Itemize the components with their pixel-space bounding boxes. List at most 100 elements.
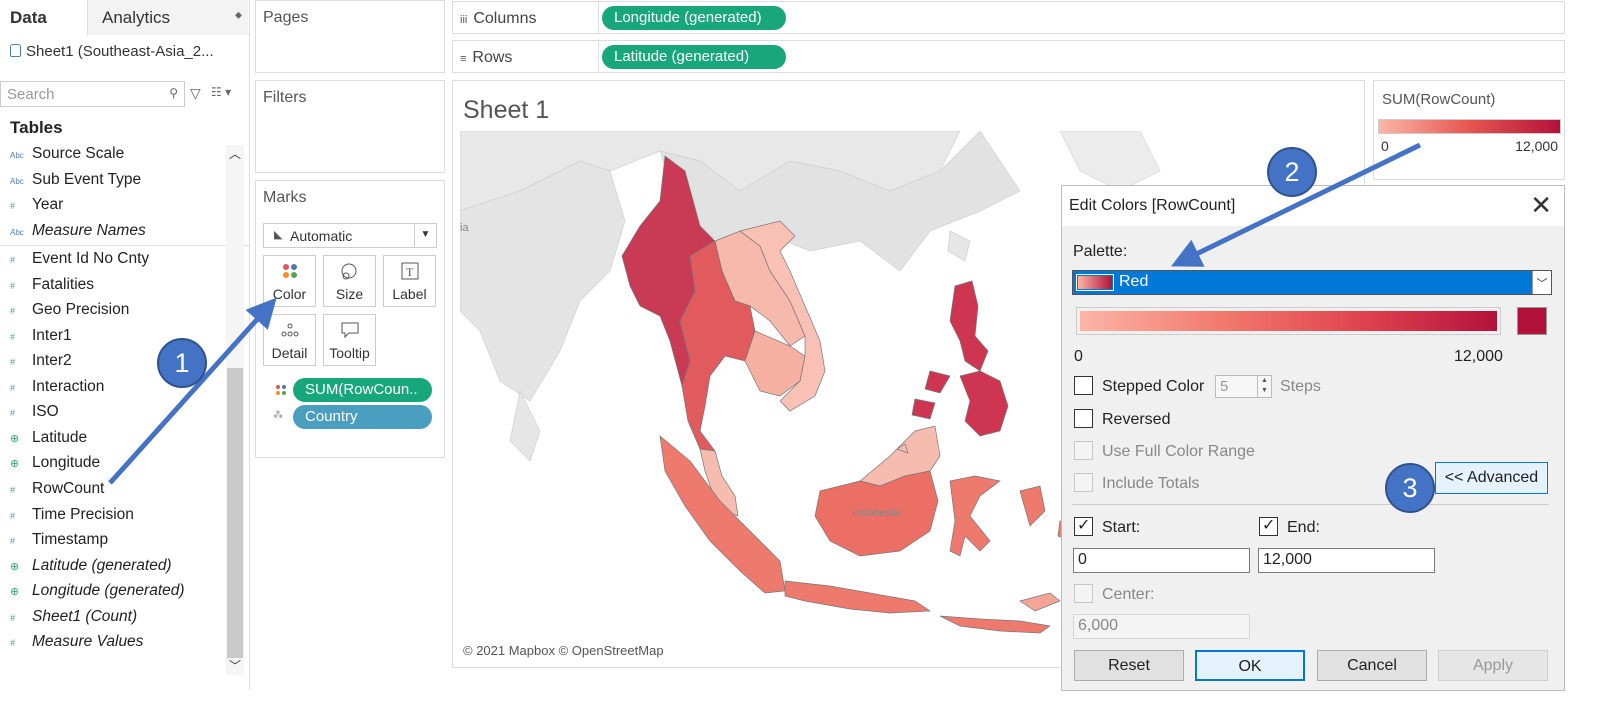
include-totals-checkbox[interactable] — [1074, 473, 1093, 492]
globe-icon: ⊕ — [10, 433, 20, 445]
color-legend[interactable]: SUM(RowCount) 0 12,000 — [1373, 80, 1565, 180]
scrollbar[interactable]: ︿ ﹀ — [226, 145, 244, 675]
stepped-color-label: Stepped Color — [1102, 378, 1205, 395]
detail-pill[interactable]: Country — [293, 405, 432, 429]
full-range-checkbox[interactable] — [1074, 441, 1093, 460]
scrollbar-thumb[interactable] — [227, 368, 243, 658]
grip-icon: ⬥ — [235, 10, 242, 21]
columns-shelf[interactable]: iii Columns Longitude (generated) — [452, 1, 1565, 34]
ok-button[interactable]: OK — [1195, 650, 1305, 681]
color-icon — [275, 384, 287, 399]
size-icon — [324, 262, 375, 286]
mark-type-select[interactable]: ◣ Automatic ▼ — [263, 223, 437, 248]
field-item[interactable]: # Year — [10, 196, 63, 220]
scroll-down-icon[interactable]: ﹀ — [229, 659, 242, 673]
country-cambodia — [744, 330, 806, 397]
field-item[interactable]: # Event Id No Cnty — [10, 250, 149, 274]
field-item[interactable]: ⊕ Longitude (generated) — [10, 582, 185, 606]
field-item[interactable]: Abc Source Scale — [10, 145, 124, 169]
search-input[interactable]: Search ⚲ — [0, 81, 185, 107]
field-item[interactable]: ⊕ Latitude — [10, 429, 87, 453]
field-label: ISO — [32, 403, 59, 420]
field-label: Year — [32, 196, 64, 213]
country-indonesia — [939, 615, 1051, 634]
columns-pill[interactable]: Longitude (generated) — [602, 6, 786, 30]
field-item[interactable]: ⊕ Longitude — [10, 454, 100, 478]
end-color-swatch[interactable] — [1517, 307, 1547, 335]
start-input[interactable]: 0 — [1073, 548, 1250, 573]
field-label: Measure Values — [32, 633, 144, 650]
filter-icon[interactable]: ▽ — [190, 85, 201, 101]
field-item[interactable]: # Inter1 — [10, 327, 72, 351]
filters-title: Filters — [263, 89, 307, 106]
field-item[interactable]: Abc Sub Event Type — [10, 171, 141, 195]
globe-icon: ⊕ — [10, 586, 20, 598]
list-view-icon[interactable]: ☷ ▾ — [211, 85, 232, 99]
reversed-checkbox[interactable] — [1074, 409, 1093, 428]
tab-analytics[interactable]: Analytics ⬥ — [88, 0, 248, 35]
dialog-title: Edit Colors [RowCount] — [1069, 197, 1236, 214]
scroll-up-icon[interactable]: ︿ — [229, 147, 242, 161]
reset-button[interactable]: Reset — [1074, 650, 1184, 681]
start-checkbox[interactable]: ✓ — [1074, 517, 1093, 536]
string-type-icon: Abc — [10, 151, 24, 160]
steps-input[interactable]: 5 ▲ ▼ — [1215, 375, 1272, 398]
close-icon[interactable]: ✕ — [1530, 190, 1552, 220]
field-item[interactable]: # Fatalities — [10, 276, 94, 300]
center-label: Center: — [1102, 586, 1155, 603]
field-label: Source Scale — [32, 145, 125, 162]
field-item[interactable]: # Inter2 — [10, 352, 72, 376]
field-item[interactable]: Abc Measure Names — [10, 222, 146, 246]
advanced-button[interactable]: << Advanced — [1435, 462, 1548, 494]
field-label: Longitude (generated) — [32, 582, 185, 599]
mark-type-value: Automatic — [290, 228, 353, 244]
end-checkbox[interactable]: ✓ — [1259, 517, 1278, 536]
filters-card[interactable]: Filters — [255, 80, 445, 173]
label-label: Label — [392, 286, 427, 302]
field-label: Measure Names — [32, 222, 146, 239]
field-label: Sheet1 (Count) — [32, 608, 138, 625]
field-item[interactable]: # Geo Precision — [10, 301, 129, 325]
field-item[interactable]: # Timestamp — [10, 531, 108, 555]
country-timor-leste — [1019, 592, 1061, 612]
detail-button[interactable]: Detail — [263, 314, 316, 366]
search-placeholder: Search — [7, 86, 55, 103]
land-shape — [947, 230, 971, 262]
pages-card[interactable]: Pages — [255, 0, 445, 73]
label-button[interactable]: T Label — [383, 255, 436, 307]
spin-icon[interactable]: ▲ ▼ — [1257, 376, 1271, 397]
palette-select[interactable]: Red ﹀ — [1072, 270, 1552, 295]
field-item[interactable]: # RowCount — [10, 480, 104, 504]
rows-shelf[interactable]: ≡ Rows Latitude (generated) — [452, 40, 1565, 73]
end-input[interactable]: 12,000 — [1258, 548, 1435, 573]
tab-data[interactable]: Data — [0, 0, 88, 35]
divider — [1072, 504, 1549, 505]
field-label: Inter2 — [32, 352, 72, 369]
map-credit[interactable]: © 2021 Mapbox © OpenStreetMap — [463, 643, 664, 658]
field-item[interactable]: # ISO — [10, 403, 59, 427]
chevron-down-icon: ▼ — [414, 224, 436, 247]
color-pill[interactable]: SUM(RowCoun.. — [293, 378, 432, 402]
label-icon: T — [384, 262, 435, 286]
field-item[interactable]: # Measure Values — [10, 633, 143, 657]
field-item[interactable]: ⊕ Latitude (generated) — [10, 557, 172, 581]
tooltip-button[interactable]: Tooltip — [323, 314, 376, 366]
field-item[interactable]: # Sheet1 (Count) — [10, 608, 137, 632]
reversed-label: Reversed — [1102, 411, 1171, 428]
datasource-item[interactable]: Sheet1 (Southeast-Asia_2... — [10, 43, 214, 60]
center-input[interactable]: 6,000 — [1073, 614, 1250, 639]
apply-button[interactable]: Apply — [1438, 650, 1548, 681]
columns-text: Columns — [473, 10, 537, 27]
stepped-color-checkbox[interactable] — [1074, 376, 1093, 395]
rows-pill[interactable]: Latitude (generated) — [602, 45, 786, 69]
globe-icon: ⊕ — [10, 458, 20, 470]
field-item[interactable]: # Time Precision — [10, 506, 134, 530]
color-button[interactable]: Color — [263, 255, 316, 307]
number-type-icon: # — [10, 536, 16, 546]
cancel-button[interactable]: Cancel — [1317, 650, 1427, 681]
center-checkbox[interactable] — [1074, 584, 1093, 603]
field-label: Event Id No Cnty — [32, 250, 150, 267]
sheet-title[interactable]: Sheet 1 — [463, 96, 550, 124]
size-button[interactable]: Size — [323, 255, 376, 307]
field-item[interactable]: # Interaction — [10, 378, 104, 402]
